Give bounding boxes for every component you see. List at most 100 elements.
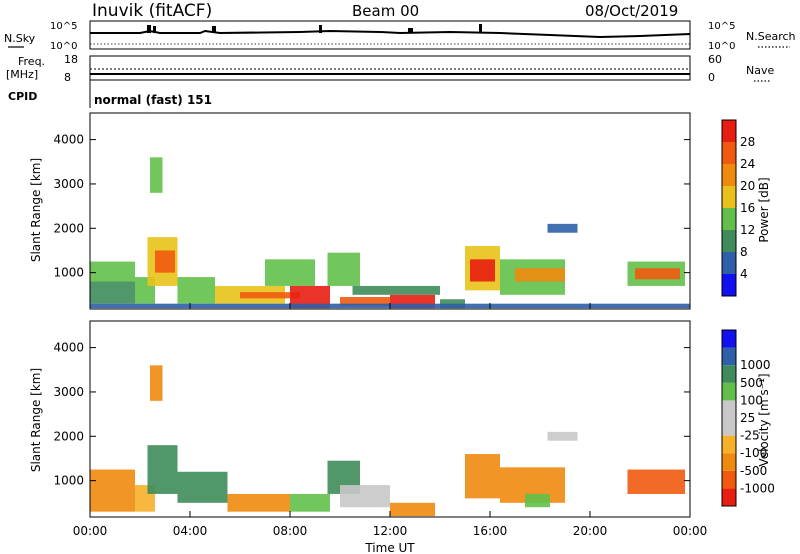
- velocity-colorbar-swatch: [722, 347, 736, 366]
- velocity-colorbar: Velocity [m s⁻¹] -1000 -500 -100 -25 25 100 50…: [721, 329, 775, 507]
- velocity-xtick-label: 16:00: [473, 524, 508, 538]
- power-colorbar-swatch: [722, 186, 736, 208]
- power-colorbar-tick: 20: [740, 179, 755, 193]
- time-xlabel: Time UT: [364, 541, 415, 554]
- power-cells: [90, 157, 690, 309]
- power-colorbar-swatch: [722, 252, 736, 274]
- power-colorbar-label: Power [dB]: [757, 177, 771, 242]
- velocity-cell: [227, 493, 290, 512]
- velocity-xtick-label: 20:00: [573, 524, 608, 538]
- cpid-value: normal (fast) 151: [94, 93, 212, 107]
- power-cell: [240, 292, 300, 299]
- cpid-row: CPID normal (fast) 151: [8, 80, 212, 108]
- freq-strip: Freq. [MHz] 18 8 60 0 Nave: [6, 53, 774, 84]
- power-x-axis: [89, 303, 691, 309]
- power-cell: [155, 250, 175, 273]
- power-cell: [177, 277, 215, 304]
- velocity-ytick-label: 3000: [53, 385, 84, 399]
- velocity-colorbar-swatch: [722, 453, 736, 471]
- power-ytick-label: 4000: [53, 133, 84, 147]
- velocity-cell: [547, 431, 578, 441]
- nsearch-top-tick: 10^5: [708, 21, 735, 32]
- velocity-colorbar-tick: 25: [740, 411, 755, 425]
- nsearch-bottom-tick: 10^0: [708, 41, 735, 52]
- power-ytick-label: 1000: [53, 266, 84, 280]
- freq-label: Freq.: [18, 55, 45, 68]
- velocity-cell: [525, 493, 550, 508]
- power-colorbar-tick: 24: [740, 157, 755, 171]
- power-colorbar-swatch: [722, 274, 736, 296]
- power-ytick-label: 2000: [53, 221, 84, 235]
- velocity-cell: [90, 469, 135, 490]
- power-panel: 1000 2000 3000 4000 Slant Range [km]: [29, 112, 691, 310]
- velocity-cell: [147, 445, 178, 494]
- power-colorbar-swatch: [722, 230, 736, 252]
- power-colorbar-swatch: [722, 164, 736, 186]
- velocity-xtick-label: 12:00: [373, 524, 408, 538]
- velocity-panel: 1000 2000 3000 4000 00:00 04:00 08:00 12:00 16:…: [29, 320, 708, 554]
- velocity-x-axis: 00:00 04:00 08:00 12:00 16:00 20:00 00:00: [73, 511, 708, 538]
- station-title: Inuvik (fitACF): [92, 1, 212, 21]
- nsky-label: N.Sky: [4, 32, 36, 45]
- power-colorbar-tick: 12: [740, 223, 755, 237]
- nsky-bottom-tick: 10^0: [50, 41, 77, 52]
- velocity-cell: [177, 471, 228, 503]
- velocity-colorbar-tick: 100: [740, 393, 763, 407]
- power-cell: [290, 285, 330, 309]
- power-colorbar: Power [dB] 4 8 12 16 20 24 28: [721, 119, 771, 297]
- velocity-ylabel: Slant Range [km]: [29, 368, 43, 472]
- power-colorbar-tick: 4: [740, 267, 748, 281]
- velocity-xtick-label: 00:00: [673, 524, 708, 538]
- power-colorbar-swatch: [722, 120, 736, 142]
- velocity-cell: [627, 469, 685, 494]
- velocity-cell: [290, 493, 330, 512]
- velocity-colorbar-swatch: [722, 470, 736, 489]
- freq-top-tick: 18: [64, 53, 78, 66]
- power-cell: [90, 261, 135, 282]
- freq-bottom-tick: 8: [64, 71, 71, 84]
- velocity-colorbar-swatch: [722, 330, 736, 348]
- power-cell: [327, 252, 360, 286]
- power-colorbar-tick: 8: [740, 245, 748, 259]
- velocity-cell: [465, 454, 500, 499]
- nave-top-tick: 60: [708, 53, 722, 66]
- date-title: 08/Oct/2019: [585, 2, 678, 20]
- power-cell: [547, 223, 578, 233]
- power-colorbar-tick: 28: [740, 135, 755, 149]
- nsky-top-tick: 10^5: [50, 21, 77, 32]
- velocity-cell: [340, 485, 390, 508]
- nsearch-label: N.Search: [746, 30, 796, 43]
- velocity-xtick-label: 08:00: [273, 524, 308, 538]
- velocity-ytick-label: 1000: [53, 474, 84, 488]
- velocity-ytick-label: 2000: [53, 429, 84, 443]
- power-ytick-label: 3000: [53, 177, 84, 191]
- power-colorbar-swatch: [722, 142, 736, 164]
- velocity-colorbar-swatch: [722, 488, 736, 506]
- beam-title: Beam 00: [352, 2, 419, 20]
- freq-unit: [MHz]: [6, 68, 38, 81]
- velocity-cells: [90, 365, 685, 517]
- velocity-y-axis: 1000 2000 3000 4000: [53, 341, 690, 488]
- velocity-xtick-label: 04:00: [173, 524, 208, 538]
- cpid-label: CPID: [8, 90, 37, 103]
- velocity-colorbar-swatch: [722, 365, 736, 383]
- velocity-cell: [90, 489, 135, 512]
- power-cell: [515, 268, 565, 282]
- power-y-axis: 1000 2000 3000 4000: [53, 133, 690, 280]
- velocity-colorbar-tick: 500: [740, 376, 763, 390]
- velocity-colorbar-tick: -25: [740, 429, 760, 443]
- nsky-trace: [90, 29, 691, 39]
- power-ylabel: Slant Range [km]: [29, 158, 43, 262]
- power-cell: [340, 297, 390, 306]
- velocity-colorbar-swatch: [722, 400, 736, 418]
- nsky-strip: N.Sky 10^5 10^0 10^5 10^0 N.Search: [4, 20, 796, 52]
- power-cell: [470, 259, 495, 282]
- velocity-colorbar-swatch: [722, 382, 736, 401]
- nave-bottom-tick: 0: [708, 71, 715, 84]
- power-cell: [265, 259, 315, 286]
- velocity-ytick-label: 4000: [53, 341, 84, 355]
- velocity-colorbar-swatch: [722, 418, 736, 436]
- velocity-cell: [390, 502, 435, 517]
- velocity-cell: [150, 365, 163, 401]
- velocity-colorbar-swatch: [722, 435, 736, 454]
